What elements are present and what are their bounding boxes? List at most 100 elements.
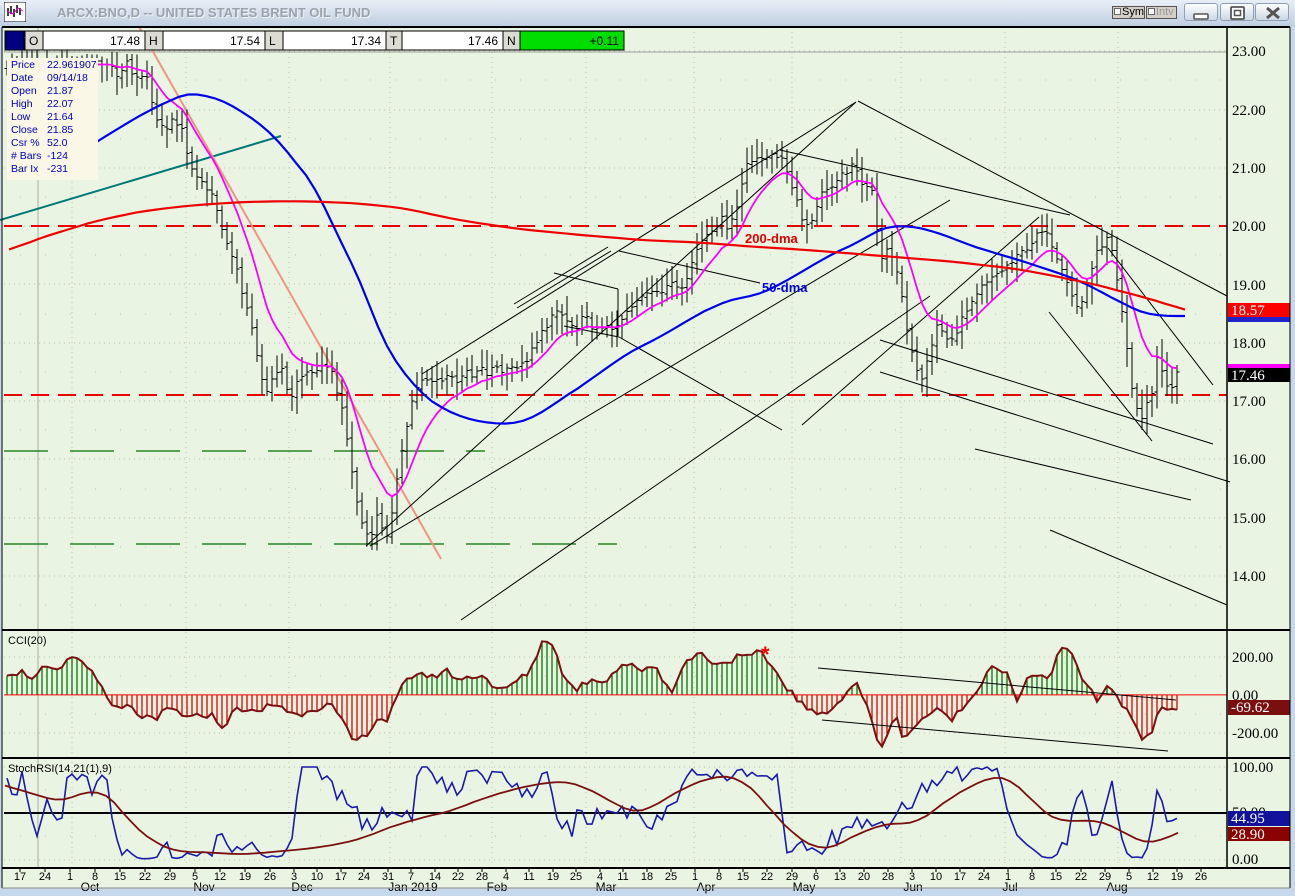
svg-text:22.07: 22.07 xyxy=(47,98,73,110)
svg-text:5: 5 xyxy=(192,871,198,883)
svg-text:Jan 2019: Jan 2019 xyxy=(388,880,438,894)
svg-text:17: 17 xyxy=(14,871,26,883)
svg-text:12: 12 xyxy=(1147,871,1159,883)
svg-text:0.00: 0.00 xyxy=(1232,852,1258,868)
svg-text:1: 1 xyxy=(67,871,73,883)
svg-text:19: 19 xyxy=(1171,871,1183,883)
svg-text:28: 28 xyxy=(476,871,488,883)
svg-text:21.87: 21.87 xyxy=(47,85,73,97)
svg-text:22: 22 xyxy=(761,871,773,883)
svg-text:Feb: Feb xyxy=(487,880,508,894)
svg-text:25: 25 xyxy=(570,871,582,883)
svg-text:18.00: 18.00 xyxy=(1232,336,1266,352)
svg-text:19: 19 xyxy=(547,871,559,883)
svg-text:Oct: Oct xyxy=(81,880,100,894)
svg-text:Close: Close xyxy=(11,124,38,136)
svg-text:8: 8 xyxy=(716,871,722,883)
svg-text:26: 26 xyxy=(1195,871,1207,883)
svg-text:Mar: Mar xyxy=(596,880,617,894)
svg-text:29: 29 xyxy=(164,871,176,883)
svg-text:22: 22 xyxy=(139,871,151,883)
svg-text:25: 25 xyxy=(665,871,677,883)
svg-text:3: 3 xyxy=(291,871,297,883)
svg-text:17.46: 17.46 xyxy=(1231,368,1265,384)
svg-text:+0.11: +0.11 xyxy=(590,34,620,48)
svg-text:Price: Price xyxy=(11,59,35,71)
svg-text:31: 31 xyxy=(382,871,394,883)
svg-text:200-dma: 200-dma xyxy=(745,231,799,246)
svg-text:19: 19 xyxy=(239,871,251,883)
svg-text:7: 7 xyxy=(408,871,414,883)
svg-text:Dec: Dec xyxy=(291,880,312,894)
svg-text:15.00: 15.00 xyxy=(1232,511,1266,527)
svg-text:17.34: 17.34 xyxy=(351,34,381,48)
svg-text:17.48: 17.48 xyxy=(110,34,140,48)
svg-text:1: 1 xyxy=(692,871,698,883)
svg-text:18: 18 xyxy=(641,871,653,883)
svg-text:*: * xyxy=(761,642,770,667)
svg-text:29: 29 xyxy=(1099,871,1111,883)
svg-text:15: 15 xyxy=(737,871,749,883)
svg-text:10: 10 xyxy=(311,871,323,883)
svg-text:20: 20 xyxy=(858,871,870,883)
svg-text:26: 26 xyxy=(264,871,276,883)
svg-text:21.64: 21.64 xyxy=(47,111,73,123)
svg-text:22: 22 xyxy=(1075,871,1087,883)
svg-text:17.46: 17.46 xyxy=(468,34,498,48)
svg-text:Jul: Jul xyxy=(1002,880,1017,894)
svg-text:-69.62: -69.62 xyxy=(1231,700,1270,716)
svg-text:29: 29 xyxy=(786,871,798,883)
svg-text:10: 10 xyxy=(930,871,942,883)
svg-text:Aug: Aug xyxy=(1106,880,1127,894)
svg-text:H: H xyxy=(149,34,158,48)
svg-text:5: 5 xyxy=(1126,871,1132,883)
svg-text:Low: Low xyxy=(11,111,31,123)
svg-text:14: 14 xyxy=(429,871,441,883)
svg-text:8: 8 xyxy=(1029,871,1035,883)
svg-text:-200.00: -200.00 xyxy=(1232,726,1278,742)
svg-text:N: N xyxy=(507,34,516,48)
svg-text:Open: Open xyxy=(11,85,37,97)
svg-text:17: 17 xyxy=(335,871,347,883)
svg-text:8: 8 xyxy=(92,871,98,883)
svg-text:13: 13 xyxy=(834,871,846,883)
svg-text:100.00: 100.00 xyxy=(1232,760,1273,776)
svg-text:O: O xyxy=(29,34,38,48)
svg-text:11: 11 xyxy=(523,871,534,883)
svg-text:28: 28 xyxy=(882,871,894,883)
svg-text:High: High xyxy=(11,98,33,110)
svg-text:50-dma: 50-dma xyxy=(762,280,808,295)
svg-text:4: 4 xyxy=(503,871,509,883)
svg-text:17: 17 xyxy=(954,871,966,883)
svg-text:May: May xyxy=(793,880,816,894)
svg-text:15: 15 xyxy=(114,871,126,883)
svg-text:T: T xyxy=(390,34,398,48)
svg-text:-124: -124 xyxy=(47,150,68,162)
svg-text:1: 1 xyxy=(1005,871,1011,883)
svg-text:52.0: 52.0 xyxy=(47,137,68,149)
svg-text:17.00: 17.00 xyxy=(1232,394,1266,410)
svg-text:22.00: 22.00 xyxy=(1232,103,1266,119)
svg-text:18.57: 18.57 xyxy=(1231,303,1265,319)
svg-text:Nov: Nov xyxy=(193,880,214,894)
svg-text:21.85: 21.85 xyxy=(47,124,73,136)
svg-text:CCI(20): CCI(20) xyxy=(8,635,47,647)
svg-text:19.00: 19.00 xyxy=(1232,278,1266,294)
svg-text:24: 24 xyxy=(358,871,370,883)
svg-text:# Bars: # Bars xyxy=(11,150,41,162)
svg-text:-231: -231 xyxy=(47,163,68,175)
svg-text:4: 4 xyxy=(597,871,603,883)
svg-text:24: 24 xyxy=(978,871,990,883)
svg-text:6: 6 xyxy=(813,871,819,883)
svg-text:22: 22 xyxy=(452,871,464,883)
svg-text:StochRSI(14,21(1),9): StochRSI(14,21(1),9) xyxy=(8,763,112,775)
svg-text:12: 12 xyxy=(214,871,226,883)
svg-text:3: 3 xyxy=(909,871,915,883)
svg-text:Apr: Apr xyxy=(697,880,716,894)
svg-text:17.54: 17.54 xyxy=(230,34,260,48)
svg-text:20.00: 20.00 xyxy=(1232,219,1266,235)
svg-text:Jun: Jun xyxy=(903,880,922,894)
svg-text:24: 24 xyxy=(39,871,51,883)
svg-text:14.00: 14.00 xyxy=(1232,569,1266,585)
svg-text:200.00: 200.00 xyxy=(1232,650,1273,666)
